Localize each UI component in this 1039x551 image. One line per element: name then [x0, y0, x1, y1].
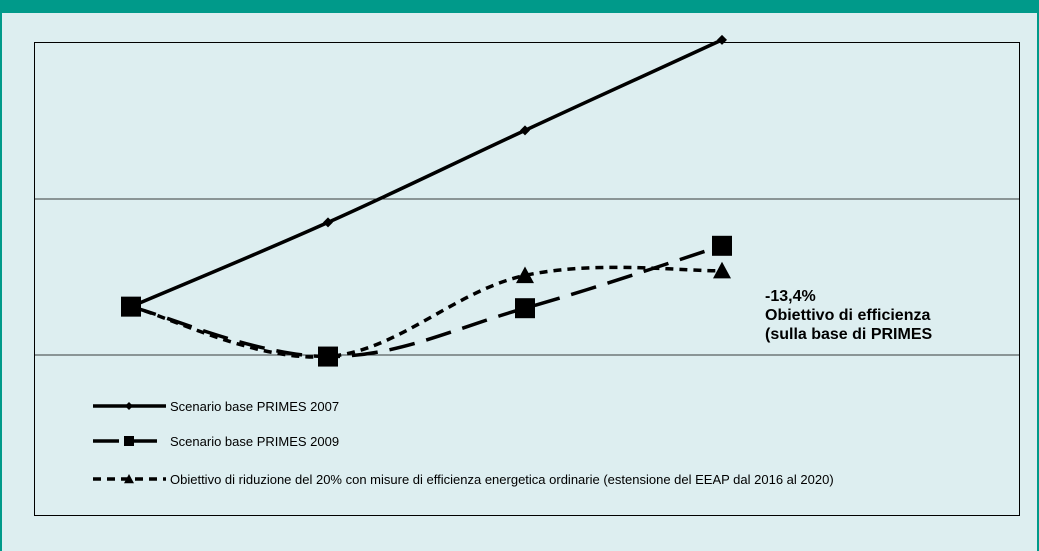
series-1-line: [130, 38, 723, 309]
series-1-point-2: [323, 217, 333, 228]
series-2-point-2: [318, 346, 338, 367]
series-1-point-3: [520, 125, 530, 136]
legend-swatch-marker-3: [124, 474, 134, 484]
top-band: [0, 0, 1039, 13]
chart-frame: [34, 42, 1020, 516]
series-layer: [121, 34, 732, 367]
series-2: [121, 235, 732, 367]
legend: Scenario base PRIMES 2007 Scenario base P…: [93, 399, 834, 487]
frame-right-border: [1037, 13, 1039, 551]
series-3-point-4: [713, 261, 731, 279]
annotation-percentage: -13,4%: [765, 288, 816, 305]
series-2-line: [130, 244, 723, 359]
efficiency-annotation: -13,4% Obiettivo di efficienza (sulla ba…: [765, 287, 932, 344]
legend-label-3: Obiettivo di riduzione del 20% con misur…: [170, 472, 834, 487]
legend-swatch-marker-2: [124, 436, 134, 446]
series-2-point-4: [712, 235, 732, 256]
series-2-point-3: [515, 298, 535, 319]
series-1-point-4: [717, 34, 727, 45]
series-3-line: [130, 265, 723, 359]
series-1: [126, 34, 727, 312]
annotation-title: Obiettivo di efficienza: [765, 307, 931, 324]
annotation-subtitle: (sulla base di PRIMES: [765, 326, 933, 343]
legend-label-1: Scenario base PRIMES 2007: [170, 399, 339, 414]
frame-left-border: [0, 13, 2, 551]
series-3-point-3: [516, 266, 534, 284]
series-1-point-1: [126, 301, 136, 312]
gridlines: [34, 198, 1020, 356]
legend-item-1: Scenario base PRIMES 2007: [93, 399, 339, 414]
legend-label-2: Scenario base PRIMES 2009: [170, 434, 339, 449]
legend-swatch-marker-1: [125, 402, 133, 410]
series-3: [122, 261, 731, 365]
legend-item-3: Obiettivo di riduzione del 20% con misur…: [93, 472, 834, 487]
legend-item-2: Scenario base PRIMES 2009: [93, 434, 339, 449]
